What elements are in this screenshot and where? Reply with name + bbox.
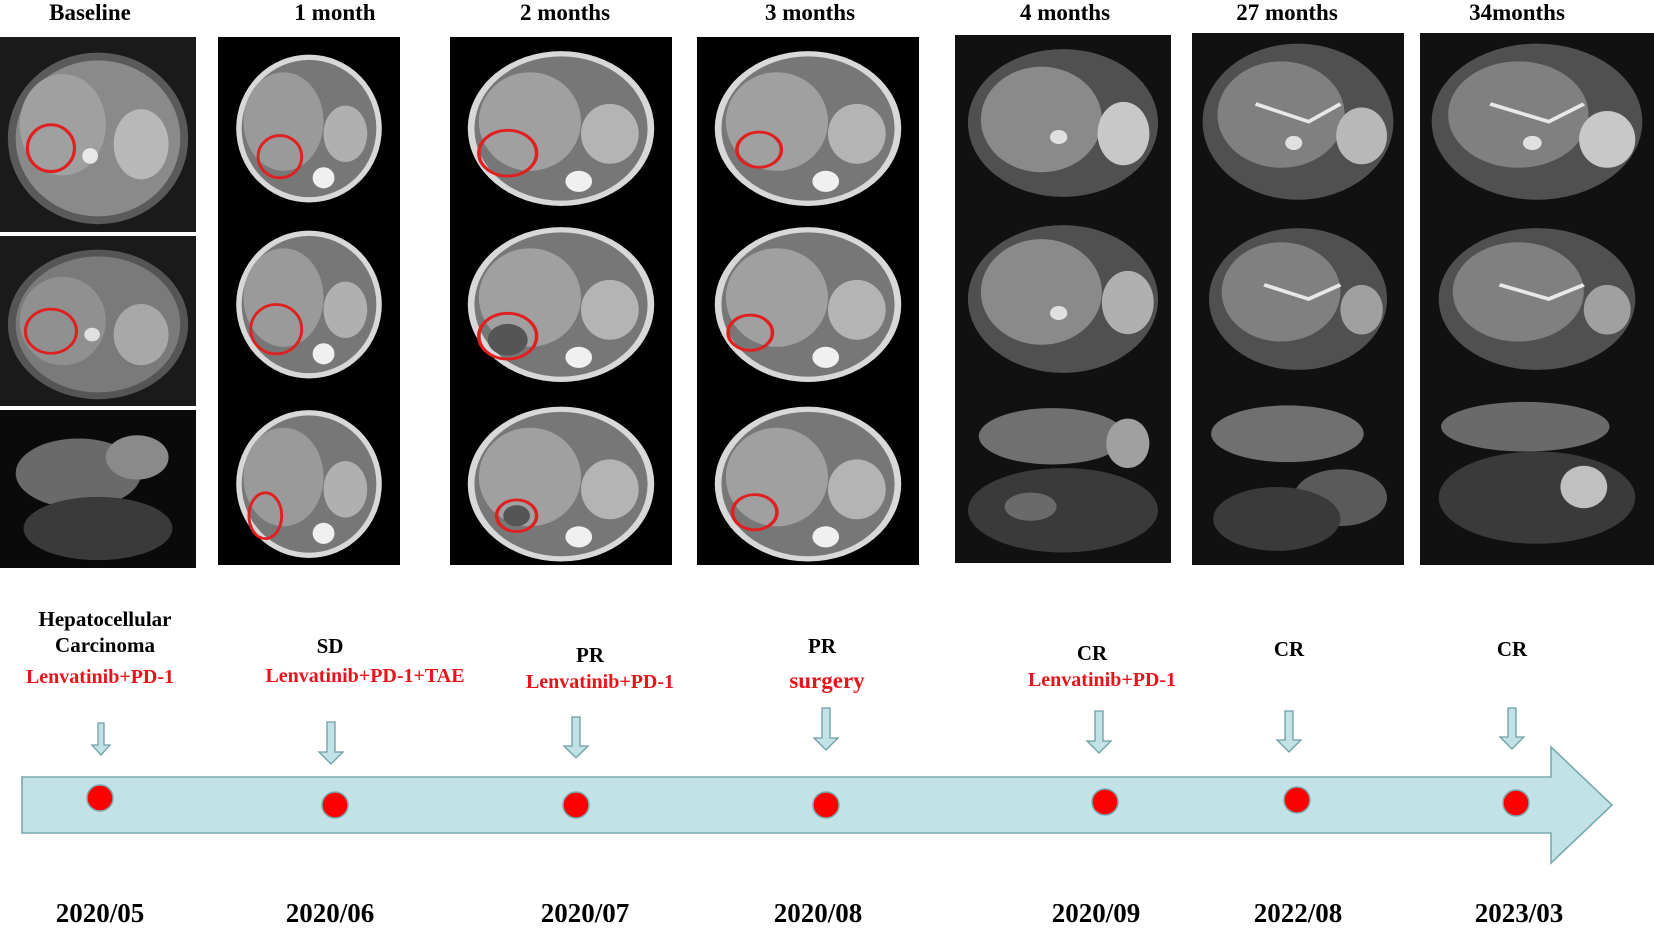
treatment-label-4-months: Lenvatinib+PD-1 xyxy=(1027,669,1177,691)
timepoint-dot-icon xyxy=(1283,786,1311,814)
col-title-1-month: 1 month xyxy=(294,0,376,25)
col-title-2-months: 2 months xyxy=(519,0,611,25)
timepoint-dot-icon xyxy=(321,791,349,819)
response-label-1-month: SD xyxy=(316,634,344,658)
scan-column-34-months xyxy=(1420,33,1654,565)
down-arrow-icon xyxy=(1498,707,1526,750)
scan-baseline-3 xyxy=(0,410,196,568)
scan-baseline-1 xyxy=(0,37,196,232)
col-title-27-months: 27 months xyxy=(1236,0,1338,25)
timepoint-dot-icon xyxy=(812,791,840,819)
date-label-2020-09: 2020/09 xyxy=(1051,898,1141,928)
timepoint-dot-icon xyxy=(1091,788,1119,816)
col-title-baseline: Baseline xyxy=(49,0,131,25)
down-arrow-icon xyxy=(562,716,590,759)
timepoint-dot-icon xyxy=(1502,789,1530,817)
date-label-2020-06: 2020/06 xyxy=(285,898,375,928)
treatment-label-2-months: Lenvatinib+PD-1 xyxy=(525,671,675,693)
scan-column-4-months xyxy=(955,35,1171,563)
down-arrow-icon xyxy=(1275,710,1303,753)
down-arrow-icon xyxy=(317,721,345,765)
timepoint-dot-icon xyxy=(562,791,590,819)
response-label-baseline: Hepatocellular Carcinoma xyxy=(38,607,172,657)
scan-baseline-2 xyxy=(0,236,196,406)
date-label-2020-05: 2020/05 xyxy=(55,898,145,928)
down-arrow-icon xyxy=(90,722,112,756)
treatment-label-baseline: Lenvatinib+PD-1 xyxy=(25,666,175,688)
date-label-2023-03: 2023/03 xyxy=(1474,898,1564,928)
down-arrow-icon xyxy=(1085,710,1113,754)
scan-column-3-months xyxy=(697,37,919,565)
date-label-2022-08: 2022/08 xyxy=(1253,898,1343,928)
scan-column-27-months xyxy=(1192,33,1404,565)
response-label-4-months: CR xyxy=(1076,641,1108,665)
date-label-2020-07: 2020/07 xyxy=(540,898,630,928)
scan-column-1-month xyxy=(218,37,400,565)
col-title-34-months: 34months xyxy=(1469,0,1565,25)
timepoint-dot-icon xyxy=(86,784,114,812)
date-label-2020-08: 2020/08 xyxy=(773,898,863,928)
response-label-34-months: CR xyxy=(1496,637,1528,661)
col-title-4-months: 4 months xyxy=(1019,0,1111,25)
response-label-27-months: CR xyxy=(1273,637,1305,661)
treatment-label-3-months: surgery xyxy=(789,668,865,693)
scan-column-2-months xyxy=(450,37,672,565)
response-label-2-months: PR xyxy=(576,643,604,667)
treatment-label-1-month: Lenvatinib+PD-1+TAE xyxy=(265,665,465,687)
down-arrow-icon xyxy=(812,707,840,751)
col-title-3-months: 3 months xyxy=(764,0,856,25)
response-label-3-months: PR xyxy=(808,634,836,658)
